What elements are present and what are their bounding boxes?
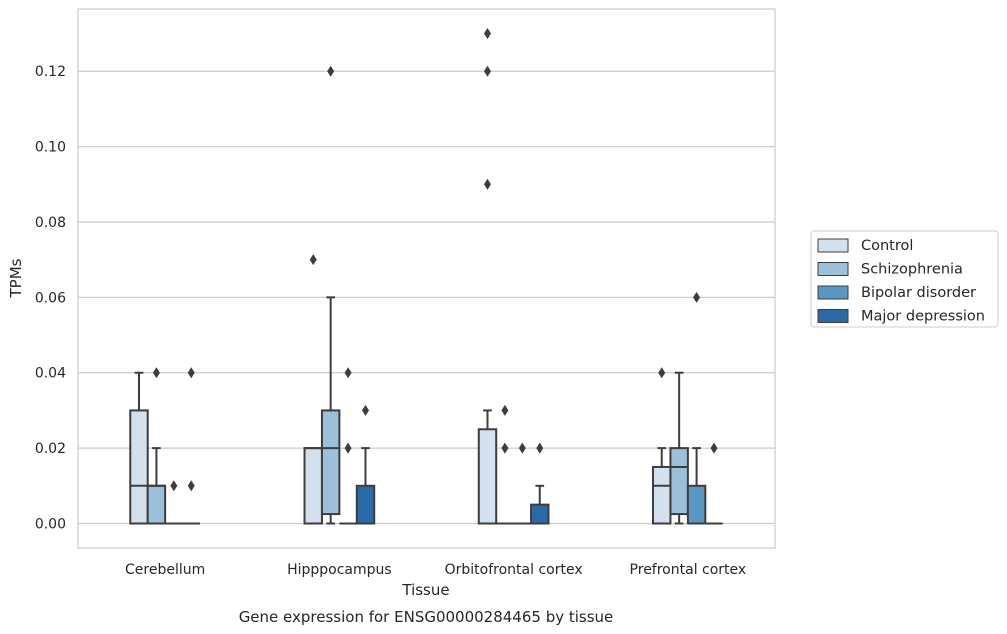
legend-label: Control (861, 238, 913, 254)
box-body (355, 484, 376, 525)
y-tick-label: 0.08 (35, 215, 66, 231)
outlier-point (518, 442, 526, 454)
box (496, 404, 514, 525)
box-body (146, 484, 167, 525)
outlier-point (710, 442, 718, 454)
legend-label: Major depression (861, 309, 985, 325)
legend: Control Schizophrenia Bipolar disorder Majo… (810, 230, 999, 328)
box (182, 367, 200, 525)
x-tick-label: Prefrontal cortex (630, 562, 747, 578)
outlier-point (693, 291, 701, 303)
outlier-point (362, 404, 370, 416)
box (320, 65, 341, 525)
box (339, 367, 357, 525)
outlier-point (170, 480, 178, 492)
y-tick-label: 0.12 (35, 64, 66, 80)
y-tick-label: 0.06 (35, 290, 66, 306)
box (165, 480, 183, 525)
chart-caption: Gene expression for ENSG00000284465 by t… (239, 608, 614, 626)
outlier-point (501, 442, 509, 454)
legend-frame (810, 230, 999, 328)
x-tick-label: Orbitofrontal cortex (445, 562, 583, 578)
y-tick-label: 0.10 (35, 140, 66, 156)
x-tick-label: Cerebellum (125, 562, 205, 578)
y-tick-label: 0.04 (35, 366, 66, 382)
box-body (477, 428, 498, 525)
box (477, 28, 498, 525)
box-plot-area (129, 28, 723, 525)
box (530, 442, 550, 525)
box (146, 367, 167, 525)
box-body (652, 465, 672, 525)
outlier-point (152, 367, 160, 379)
y-tick-label: 0.02 (35, 441, 66, 457)
plot-frame (77, 8, 776, 549)
box-body (320, 409, 341, 516)
outlier-point (658, 367, 666, 379)
box (513, 442, 532, 525)
outlier-point (187, 367, 195, 379)
outlier-point (187, 480, 195, 492)
box (669, 371, 689, 525)
outlier-point (309, 254, 317, 266)
x-tick-labels: Cerebellum Hipppocampus Orbitofrontal cort… (125, 562, 746, 578)
box-body (129, 409, 149, 525)
outlier-point (501, 404, 509, 416)
legend-items: Control Schizophrenia Bipolar disorder Majo… (817, 238, 985, 325)
outlier-point (344, 367, 352, 379)
outlier-point (483, 65, 491, 77)
legend-swatch (817, 285, 849, 300)
box-body (686, 484, 707, 525)
box (686, 291, 707, 525)
outlier-point (344, 442, 352, 454)
legend-label: Schizophrenia (861, 262, 963, 278)
outlier-point (483, 178, 491, 190)
box-body (669, 447, 689, 516)
x-tick-label: Hipppocampus (287, 562, 392, 578)
box-body (530, 503, 550, 525)
y-tick-labels: 0.00 0.02 0.04 0.06 0.08 0.10 0.12 (35, 64, 66, 532)
legend-label: Bipolar disorder (861, 285, 976, 301)
legend-swatch (817, 262, 849, 276)
box (355, 404, 376, 525)
box (129, 371, 149, 525)
legend-swatch (817, 238, 849, 253)
box (652, 367, 672, 525)
y-tick-label: 0.00 (35, 517, 66, 533)
outlier-point (327, 65, 335, 77)
box (705, 442, 723, 525)
legend-swatch (817, 309, 849, 323)
outlier-point (483, 28, 491, 39)
y-axis-title: TPMs (7, 258, 25, 298)
box-body (303, 447, 323, 525)
outlier-point (536, 442, 544, 454)
x-axis-title: Tissue (401, 581, 449, 599)
